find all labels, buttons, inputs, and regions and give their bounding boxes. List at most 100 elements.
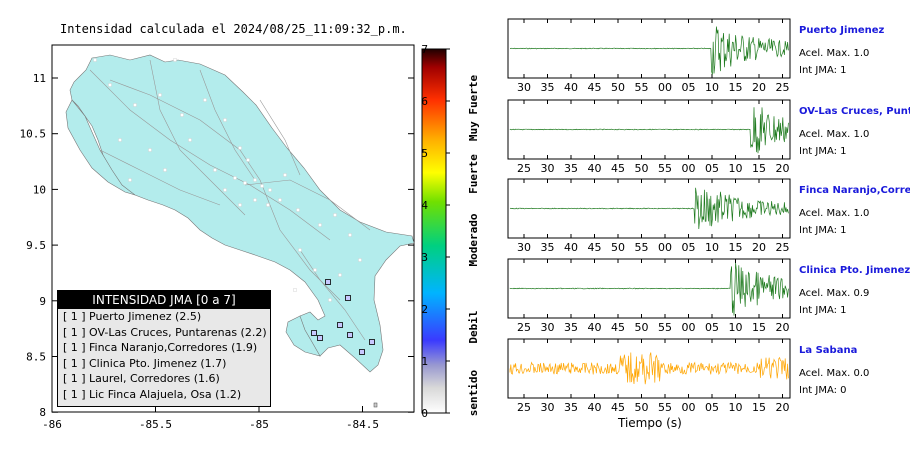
trace-tick-label: 35 bbox=[564, 162, 578, 175]
trace-tick-label: 25 bbox=[776, 81, 790, 94]
trace-tick-label: 20 bbox=[776, 162, 790, 175]
station-accel-max: Acel. Max. 1.0 bbox=[799, 129, 870, 140]
legend-header: INTENSIDAD JMA [0 a 7] bbox=[58, 291, 270, 309]
station-marker bbox=[359, 349, 365, 355]
station-marker bbox=[325, 279, 331, 285]
legend-level: [ 1 ] bbox=[63, 341, 86, 354]
waveform-panel: 25 30 35 40 45 50 55 00 05 10 15 20 bbox=[507, 338, 791, 414]
waveform-panel: 30 35 40 45 50 55 00 05 10 15 20 25 bbox=[507, 18, 791, 94]
waveform-trace bbox=[509, 262, 789, 316]
trace-tick-label: 55 bbox=[658, 321, 672, 334]
map-y-tick-label: 10 bbox=[33, 183, 46, 196]
legend-station: Clinica Pto. Jimenez (1.7) bbox=[89, 356, 227, 370]
station-accel-max: Acel. Max. 1.0 bbox=[799, 48, 870, 59]
trace-tick-label: 05 bbox=[682, 81, 696, 94]
station-jma-intensity: Int JMA: 1 bbox=[799, 225, 847, 236]
legend-row: [ 1 ] Finca Naranjo,Corredores (1.9) bbox=[58, 340, 270, 356]
trace-tick-label: 10 bbox=[705, 81, 719, 94]
waveform-trace bbox=[509, 107, 789, 154]
station-accel-max: Acel. Max. 0.9 bbox=[799, 288, 870, 299]
colorbar-category-label: Fuerte bbox=[467, 154, 480, 194]
osa-peninsula bbox=[285, 315, 321, 357]
trace-tick-label: 30 bbox=[541, 321, 555, 334]
trace-tick-label: 35 bbox=[541, 241, 555, 254]
station-marker bbox=[317, 335, 323, 341]
map-x-tick-label: -84.5 bbox=[346, 418, 379, 431]
trace-tick-label: 05 bbox=[705, 401, 719, 414]
station-marker bbox=[369, 339, 375, 345]
legend-row: [ 1 ] Laurel, Corredores (1.6) bbox=[58, 371, 270, 387]
station-name: Clinica Pto. Jimenez bbox=[799, 265, 910, 276]
trace-tick-label: 45 bbox=[588, 241, 602, 254]
trace-tick-label: 00 bbox=[682, 321, 696, 334]
trace-tick-label: 00 bbox=[658, 81, 672, 94]
trace-tick-label: 10 bbox=[729, 321, 743, 334]
colorbar-tick-label: 3 bbox=[421, 251, 428, 264]
trace-tick-label: 00 bbox=[658, 241, 672, 254]
trace-tick-label: 10 bbox=[729, 401, 743, 414]
station-name: Puerto Jimenez bbox=[799, 25, 885, 36]
trace-tick-label: 55 bbox=[658, 162, 672, 175]
station-jma-intensity: Int JMA: 0 bbox=[799, 385, 847, 396]
trace-tick-label: 50 bbox=[611, 241, 625, 254]
station-name: Finca Naranjo,Corredor bbox=[799, 185, 910, 196]
time-axis-label: Tiempo (s) bbox=[618, 416, 682, 430]
trace-tick-label: 55 bbox=[658, 401, 672, 414]
colorbar-category-label: Moderado bbox=[467, 213, 480, 266]
colorbar-category-label: No sentido bbox=[467, 370, 480, 420]
waveform-panel: 25 30 35 40 45 50 55 00 05 10 15 20 bbox=[507, 258, 791, 334]
trace-tick-label: 05 bbox=[705, 162, 719, 175]
waveform-trace bbox=[510, 26, 789, 75]
trace-tick-label: 45 bbox=[611, 162, 625, 175]
station-jma-intensity: Int JMA: 1 bbox=[799, 305, 847, 316]
station-name: La Sabana bbox=[799, 345, 858, 356]
trace-tick-label: 20 bbox=[752, 81, 766, 94]
map-y-tick-label: 10.5 bbox=[20, 128, 47, 141]
trace-tick-label: 25 bbox=[776, 241, 790, 254]
map-x-axis: -86-85.5-85-84.5-84-83.5-83 bbox=[42, 406, 379, 431]
intensity-colorbar: 0 1 2 3 4 5 6 7 No sentido Debil Moderado Fuerte Mu… bbox=[421, 43, 480, 420]
colorbar-tick-label: 2 bbox=[421, 303, 428, 316]
trace-tick-label: 40 bbox=[588, 162, 602, 175]
trace-tick-label: 50 bbox=[635, 401, 649, 414]
trace-tick-label: 15 bbox=[752, 321, 766, 334]
trace-tick-label: 45 bbox=[611, 401, 625, 414]
trace-tick-label: 30 bbox=[517, 81, 531, 94]
trace-tick-label: 45 bbox=[611, 321, 625, 334]
trace-tick-label: 25 bbox=[517, 162, 531, 175]
waveform-panel: 30 35 40 45 50 55 00 05 10 15 20 25 bbox=[507, 178, 791, 254]
legend-level: [ 1 ] bbox=[63, 356, 86, 370]
station-marker bbox=[337, 322, 343, 328]
trace-tick-label: 55 bbox=[635, 81, 649, 94]
colorbar-tick-label: 1 bbox=[421, 355, 428, 368]
legend-station: Lic Finca Alajuela, Osa (1.2) bbox=[89, 387, 242, 401]
town-markers bbox=[93, 58, 362, 302]
waveform-trace bbox=[509, 187, 789, 230]
map-y-tick-label: 8 bbox=[39, 406, 46, 419]
station-marker bbox=[345, 295, 351, 301]
legend-row: [ 1 ] Clinica Pto. Jimenez (1.7) bbox=[58, 356, 270, 372]
legend-row: [ 1 ] Puerto Jimenez (2.5) bbox=[58, 309, 270, 325]
station-jma-intensity: Int JMA: 1 bbox=[799, 146, 847, 157]
colorbar-category-label: Muy Fuerte bbox=[467, 75, 480, 142]
map-x-tick-label: -85 bbox=[249, 418, 269, 431]
trace-tick-label: 35 bbox=[564, 321, 578, 334]
legend-station: Laurel, Corredores (1.6) bbox=[89, 372, 220, 385]
trace-tick-label: 35 bbox=[541, 81, 555, 94]
trace-tick-label: 00 bbox=[682, 162, 696, 175]
colorbar-category-label: Debil bbox=[467, 310, 480, 343]
legend-row: [ 1 ] Lic Finca Alajuela, Osa (1.2) bbox=[58, 387, 270, 403]
station-name: OV-Las Cruces, Puntar bbox=[799, 106, 910, 117]
trace-tick-label: 05 bbox=[705, 321, 719, 334]
trace-tick-label: 00 bbox=[682, 401, 696, 414]
trace-tick-label: 40 bbox=[588, 401, 602, 414]
trace-tick-label: 05 bbox=[682, 241, 696, 254]
map-y-tick-label: 8.5 bbox=[26, 351, 46, 364]
legend-level: [ 1 ] bbox=[63, 325, 86, 339]
colorbar-tick-label: 4 bbox=[421, 199, 428, 212]
trace-tick-label: 30 bbox=[541, 401, 555, 414]
trace-tick-label: 35 bbox=[564, 401, 578, 414]
station-markers bbox=[311, 279, 378, 408]
legend-station: OV-Las Cruces, Puntarenas (2.2) bbox=[89, 325, 267, 339]
